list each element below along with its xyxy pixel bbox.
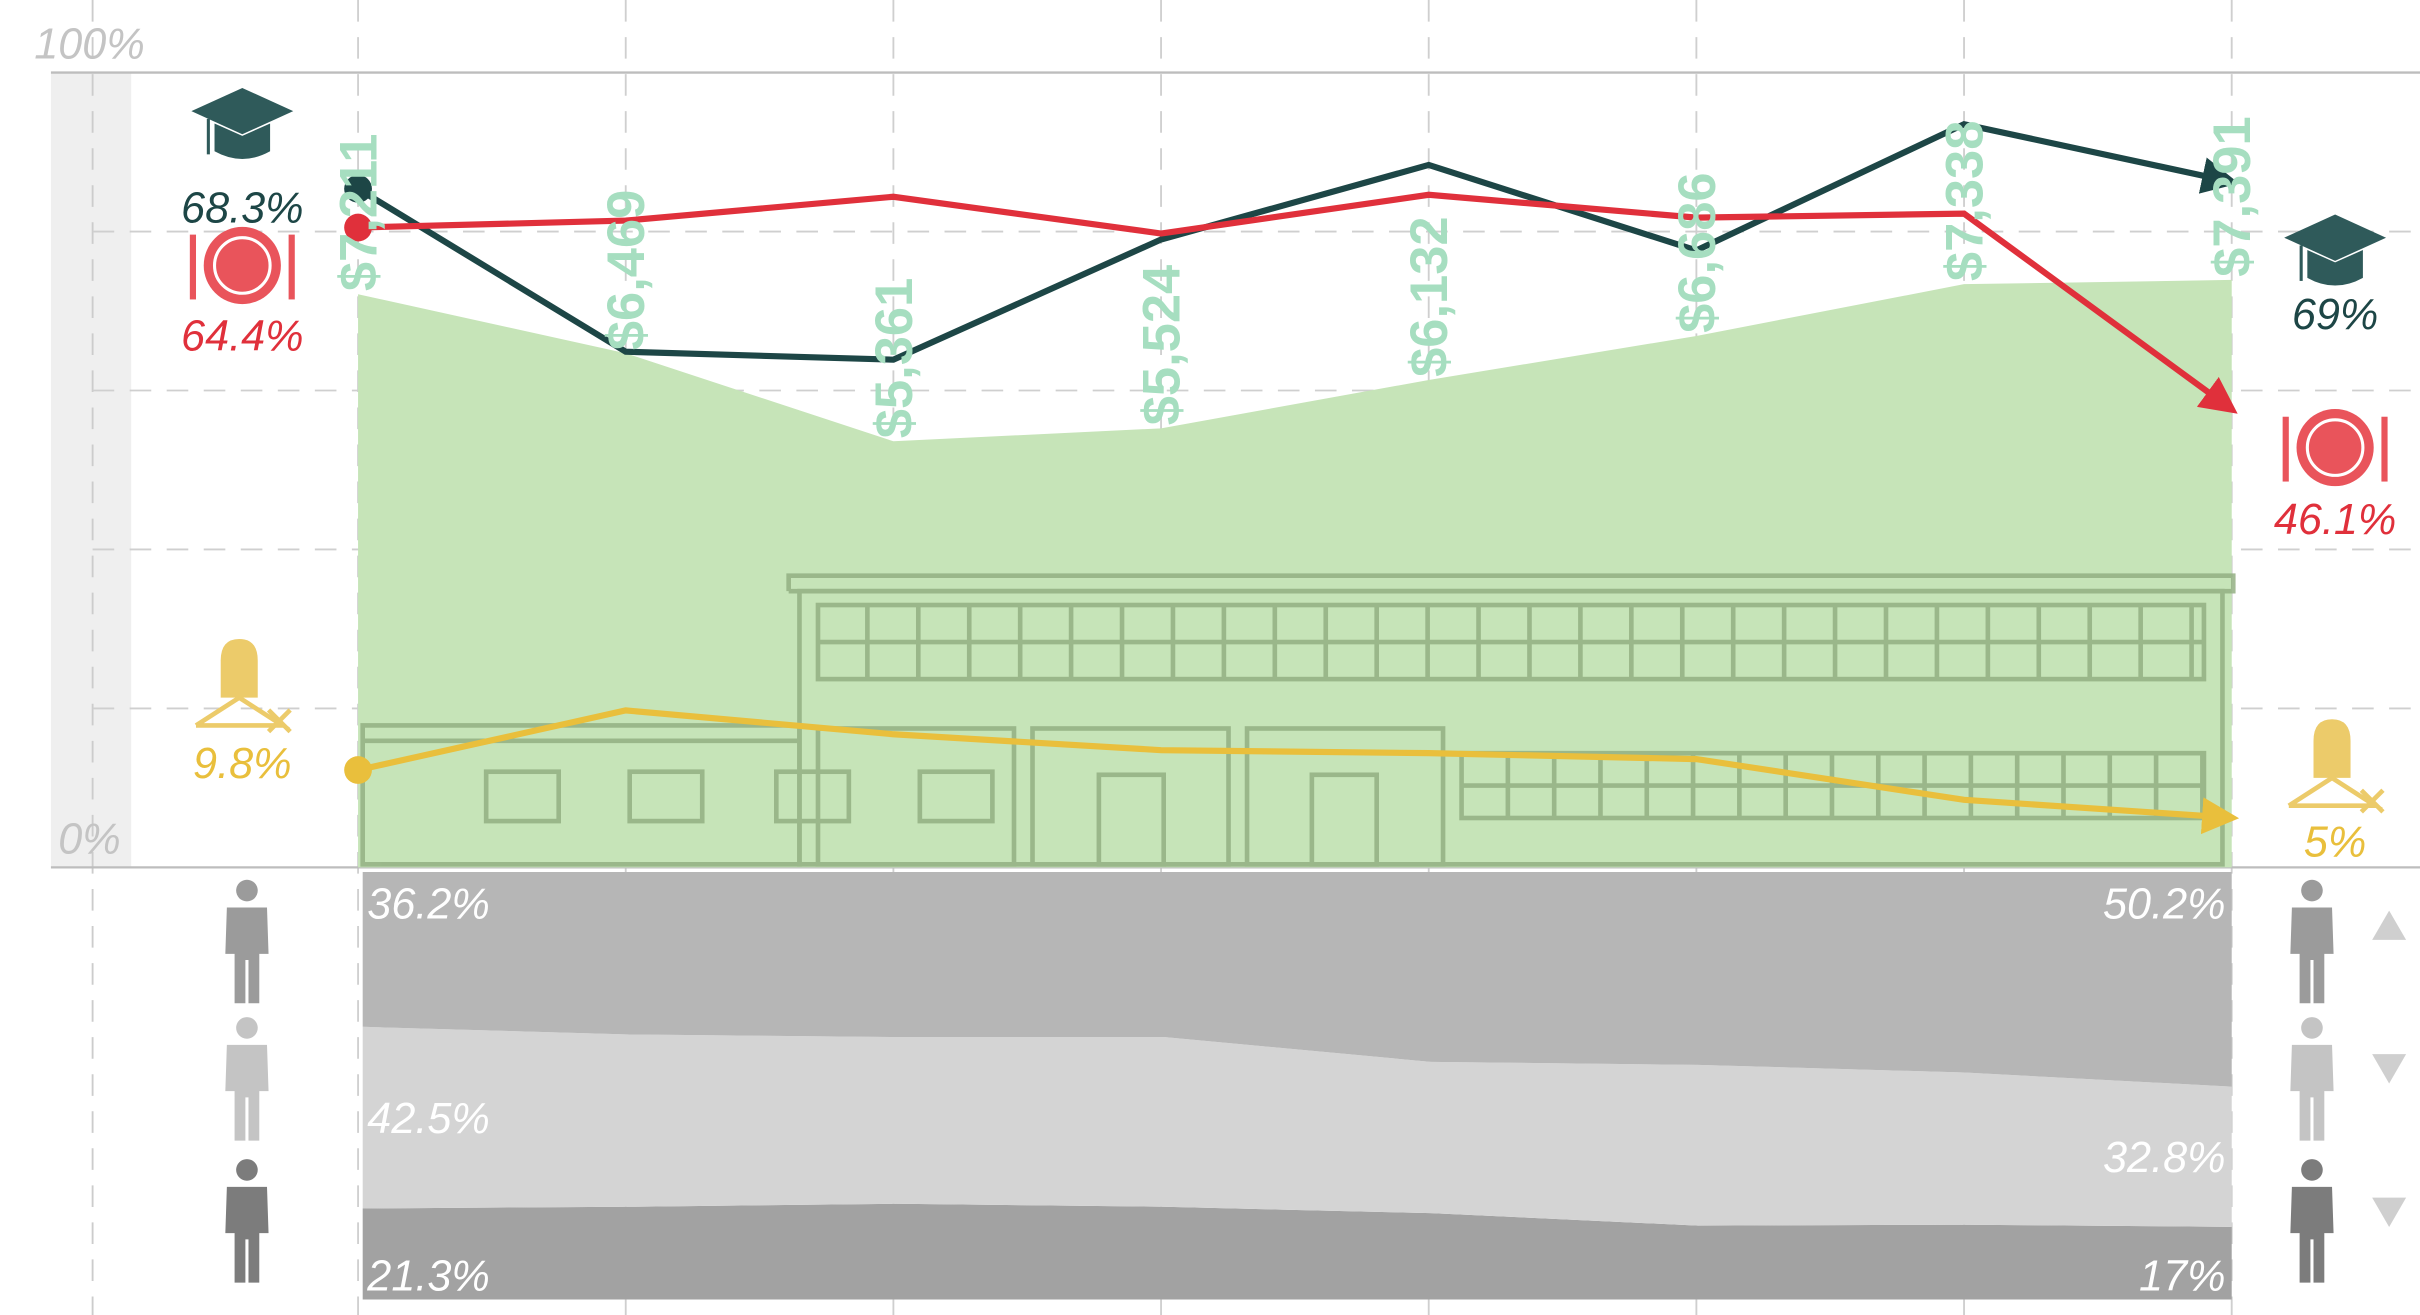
start-point: [344, 213, 372, 242]
value-label: 9.8%: [193, 740, 291, 788]
start-point: [344, 174, 372, 203]
share-band: [362, 1026, 2232, 1227]
value-label: 68.3%: [181, 184, 304, 232]
person-head: [236, 1017, 258, 1039]
person-icon: [225, 1159, 269, 1283]
plate-icon: [189, 226, 295, 305]
person-body: [225, 907, 269, 1004]
spending-label: $6,132: [1401, 216, 1459, 376]
labels: 0% 100% $7,211 $6,469 $5,361 $5,524 $6,132 $6,6…: [34, 21, 2396, 1301]
unemployed-icon: [194, 638, 292, 734]
areas: [358, 279, 2232, 1300]
series-line: [357, 191, 2238, 414]
person-head: [2301, 1017, 2323, 1039]
graduation-icon: [191, 87, 294, 159]
person-head: [2301, 1159, 2323, 1181]
graduation-icon: [2284, 214, 2387, 286]
value-label: 46.1%: [2274, 496, 2397, 544]
share-band: [362, 1203, 2232, 1300]
y-tick-label: 0%: [58, 816, 120, 864]
series-line: [357, 707, 2240, 835]
spending-label: $7,338: [1937, 121, 1995, 281]
spending-label: $7,391: [2204, 116, 2262, 276]
axis-strip: [50, 72, 132, 868]
person-body: [2290, 907, 2334, 1004]
series-line: [356, 120, 2239, 363]
share-label: 50.2%: [2103, 880, 2226, 928]
spending-label: $5,361: [866, 278, 924, 438]
share-band: [362, 872, 2232, 1087]
share-label: 42.5%: [367, 1095, 490, 1143]
share-label: 17%: [2139, 1252, 2225, 1300]
y-tick-label: 100%: [34, 21, 144, 69]
person-body: [225, 1044, 269, 1141]
person-icon: [225, 1017, 269, 1141]
person-icon: [2290, 1159, 2334, 1283]
person-body: [2290, 1186, 2334, 1283]
spending-label: $6,686: [1669, 172, 1727, 332]
value-label: 69%: [2292, 291, 2378, 339]
spending-label: $7,211: [331, 134, 389, 292]
spending-label: $6,469: [598, 190, 656, 350]
start-point: [344, 756, 372, 784]
person-head: [236, 879, 258, 902]
person-icon: [2290, 1017, 2334, 1141]
person-body: [2290, 1044, 2334, 1141]
share-label: 36.2%: [367, 880, 490, 928]
trend-arrows: [2372, 910, 2407, 1228]
unemployed-icon: [2287, 719, 2385, 814]
value-label: 64.4%: [181, 312, 304, 360]
building-illustration: [360, 573, 2236, 867]
people-icons: [225, 879, 2334, 1283]
person-head: [2301, 879, 2323, 902]
value-label: 5%: [2304, 819, 2366, 867]
person-body: [225, 1186, 269, 1283]
person-head: [236, 1159, 258, 1181]
spending-label: $5,524: [1134, 265, 1192, 425]
lines: [344, 120, 2240, 835]
person-icon: [2290, 879, 2334, 1004]
share-label: 32.8%: [2103, 1134, 2226, 1182]
person-icon: [225, 879, 269, 1004]
share-label: 21.3%: [366, 1252, 490, 1300]
plate-icon: [2282, 409, 2388, 487]
